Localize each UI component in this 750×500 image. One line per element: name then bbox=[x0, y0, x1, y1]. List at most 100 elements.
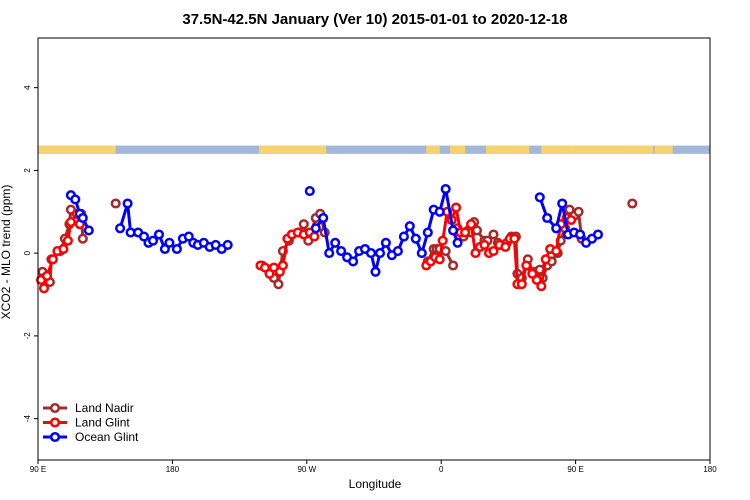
ocean-glint-point bbox=[115, 223, 126, 234]
ocean-glint-point bbox=[416, 248, 427, 259]
land-glint-point bbox=[434, 254, 445, 265]
land-glint-point bbox=[451, 202, 462, 213]
land-glint-point bbox=[466, 219, 477, 230]
land-glint-point bbox=[38, 283, 50, 294]
ocean-glint-point bbox=[380, 237, 391, 248]
legend-item-ocean-glint: Ocean Glint bbox=[43, 430, 139, 444]
ocean-glint-point bbox=[318, 212, 329, 224]
land-glint-point bbox=[540, 254, 551, 265]
ocean-glint-point bbox=[374, 248, 386, 259]
land-nadir-point bbox=[448, 260, 459, 271]
x-axis-label: Longitude bbox=[349, 477, 402, 491]
x-tick-label: 180 bbox=[703, 465, 717, 474]
y-axis-ticks: -4 -2 0 2 4 bbox=[23, 85, 38, 422]
land-glint-point bbox=[309, 231, 320, 242]
land-glint-point bbox=[516, 279, 527, 290]
ocean-glint-point bbox=[410, 233, 421, 244]
ocean-glint-point bbox=[348, 256, 359, 267]
land-glint-point bbox=[479, 239, 490, 250]
legend-item-land-nadir: Land Nadir bbox=[43, 401, 134, 415]
legend-label: Ocean Glint bbox=[75, 430, 139, 444]
land-glint-point bbox=[47, 254, 58, 265]
land-segment bbox=[450, 145, 466, 154]
x-tick-label: 90 E bbox=[567, 465, 583, 474]
land-nadir-point bbox=[110, 198, 121, 209]
ocean-glint-point bbox=[404, 221, 415, 232]
plot-frame bbox=[37, 37, 711, 461]
ocean-glint-point bbox=[557, 198, 568, 209]
land-glint-point bbox=[536, 281, 547, 292]
ocean-glint-point bbox=[434, 206, 445, 217]
land-glint-point bbox=[509, 233, 520, 244]
x-tick-label: 180 bbox=[166, 465, 180, 474]
ocean-glint-point bbox=[336, 246, 347, 257]
land-glint-point bbox=[62, 235, 73, 246]
ocean-glint-point bbox=[448, 225, 459, 236]
legend-marker bbox=[49, 431, 61, 443]
land-glint-point bbox=[551, 246, 562, 257]
legend-marker bbox=[49, 402, 61, 414]
land-nadir-point bbox=[298, 219, 309, 230]
x-tick-label: 90 E bbox=[30, 465, 46, 474]
ocean-glint-point bbox=[77, 212, 88, 224]
land-glint-point bbox=[500, 241, 511, 252]
ocean-glint-point bbox=[542, 212, 553, 224]
chart-title: 37.5N-42.5N January (Ver 10) 2015-01-01 … bbox=[182, 11, 567, 28]
ocean-glint-point bbox=[83, 225, 94, 236]
land-nadir-point bbox=[273, 279, 284, 290]
land-glint-point bbox=[58, 243, 69, 255]
ocean-glint-point bbox=[551, 223, 562, 234]
ocean-glint-point bbox=[440, 183, 451, 195]
land-segment bbox=[541, 145, 576, 154]
ocean-glint-point bbox=[304, 186, 315, 197]
ocean-glint-point bbox=[70, 194, 81, 205]
land-nadir-point bbox=[440, 246, 451, 257]
series-ocean-glint bbox=[65, 183, 604, 277]
land-nadir-point bbox=[627, 198, 638, 209]
land-ocean-strip bbox=[38, 145, 710, 154]
land-segment bbox=[486, 145, 530, 154]
land-segment bbox=[575, 145, 654, 154]
ocean-glint-point bbox=[122, 198, 133, 209]
land-segment bbox=[259, 145, 327, 154]
ocean-glint-point bbox=[147, 235, 159, 246]
ocean-glint-point bbox=[171, 243, 182, 255]
x-tick-label: 0 bbox=[439, 465, 444, 474]
x-tick-label: 90 W bbox=[297, 465, 316, 474]
legend-marker bbox=[49, 417, 61, 428]
x-axis-ticks: 90 E 180 90 W 0 90 E 180 bbox=[30, 460, 717, 474]
land-glint-point bbox=[65, 217, 76, 228]
land-nadir-point bbox=[77, 233, 88, 244]
ocean-glint-point bbox=[370, 266, 381, 277]
land-glint-point bbox=[460, 227, 471, 238]
ocean-strip bbox=[38, 145, 710, 154]
y-tick-label: 2 bbox=[23, 168, 32, 173]
ocean-glint-point bbox=[164, 237, 175, 248]
ocean-glint-point bbox=[592, 229, 604, 240]
land-glint-point bbox=[277, 260, 288, 271]
land-nadir-point bbox=[573, 206, 584, 217]
ocean-glint-point bbox=[534, 192, 545, 203]
land-glint-point bbox=[488, 246, 499, 257]
land-glint-point bbox=[521, 260, 532, 271]
ocean-glint-point bbox=[310, 223, 321, 234]
ocean-glint-point bbox=[392, 246, 403, 257]
ocean-glint-point bbox=[330, 237, 341, 248]
legend-label: Land Glint bbox=[75, 416, 130, 430]
ocean-glint-point bbox=[422, 227, 433, 238]
land-glint-point bbox=[566, 214, 577, 226]
land-segment bbox=[654, 145, 673, 154]
land-segment bbox=[38, 145, 116, 154]
ocean-glint-point bbox=[575, 229, 586, 240]
ocean-glint-point bbox=[222, 239, 233, 250]
ocean-glint-point bbox=[398, 231, 409, 242]
ocean-glint-point bbox=[324, 248, 335, 259]
y-tick-label: -2 bbox=[23, 332, 32, 340]
land-glint-point bbox=[41, 270, 53, 281]
ocean-glint-point bbox=[452, 237, 463, 248]
y-tick-label: 0 bbox=[23, 250, 32, 255]
legend-label: Land Nadir bbox=[75, 401, 134, 415]
y-tick-label: 4 bbox=[23, 85, 32, 90]
